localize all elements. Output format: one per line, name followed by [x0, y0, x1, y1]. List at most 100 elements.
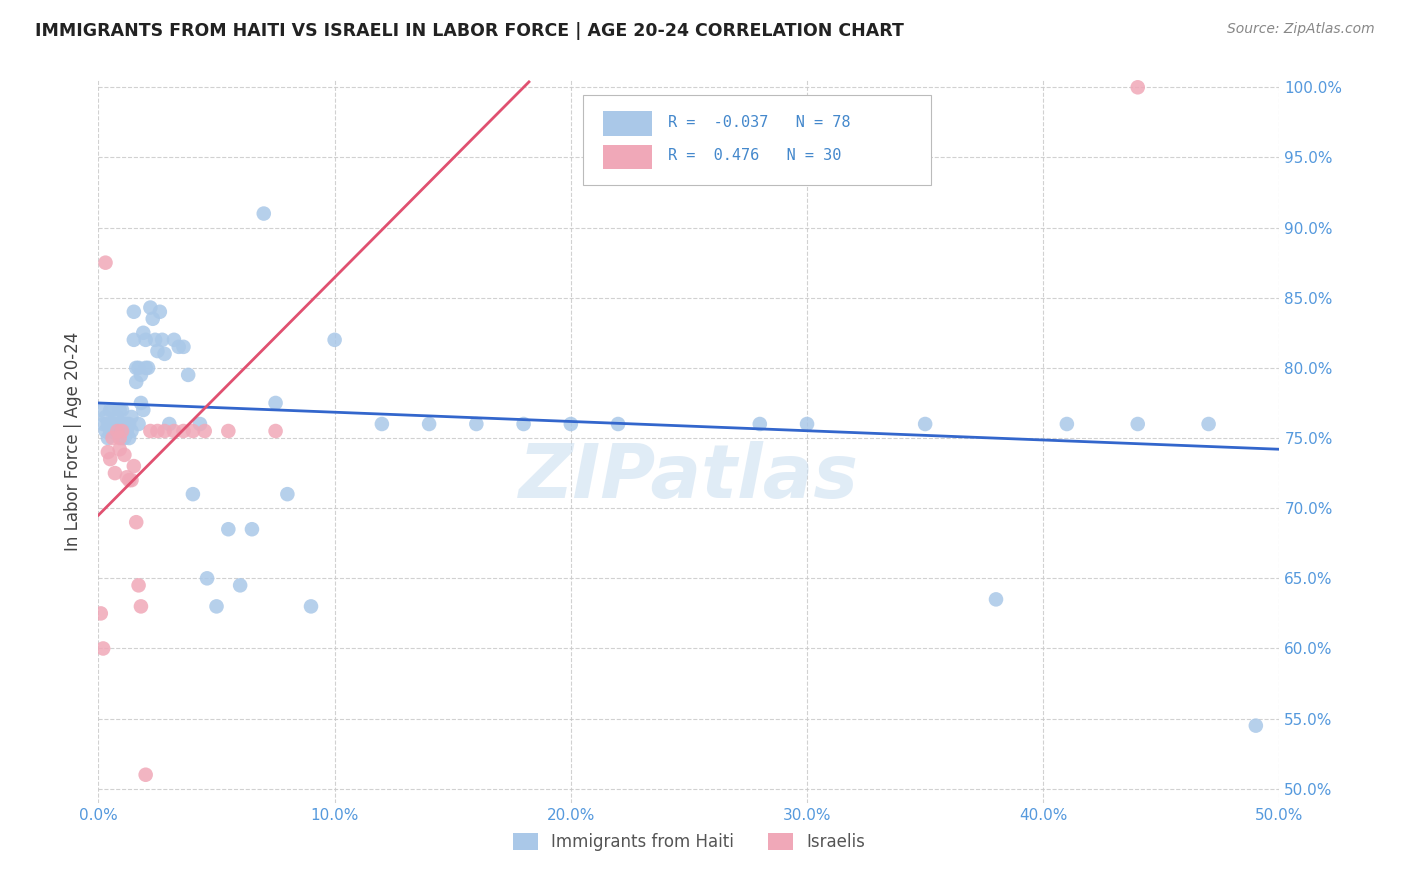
Point [371, 417, 394, 431]
Text: ZIPatlas: ZIPatlas [519, 442, 859, 514]
Point [97, 417, 120, 431]
Point [111, 403, 134, 417]
Point [142, 311, 165, 326]
Point [94, 424, 117, 438]
Text: R =  -0.037   N = 78: R = -0.037 N = 78 [668, 115, 851, 129]
Point [111, 424, 134, 438]
Point [98, 424, 121, 438]
Legend: Immigrants from Haiti, Israelis: Immigrants from Haiti, Israelis [505, 825, 873, 860]
Point [607, 417, 630, 431]
Point [149, 305, 172, 319]
Point [217, 424, 239, 438]
Point [108, 417, 131, 431]
Point [748, 417, 770, 431]
Point [98, 403, 121, 417]
Point [512, 417, 534, 431]
Point [167, 340, 190, 354]
Point [205, 599, 228, 614]
Point [118, 431, 141, 445]
Point [122, 333, 145, 347]
Point [1056, 417, 1078, 431]
Point [104, 424, 127, 438]
Point [125, 375, 148, 389]
Point [139, 424, 162, 438]
Point [104, 417, 127, 431]
Point [90, 607, 112, 621]
Point [1126, 80, 1149, 95]
Point [229, 578, 252, 592]
Point [121, 473, 143, 487]
Point [121, 424, 143, 438]
Point [153, 347, 176, 361]
Point [101, 403, 124, 417]
Point [299, 599, 322, 614]
Point [97, 445, 120, 459]
Point [94, 255, 117, 269]
Point [418, 417, 440, 431]
Point [264, 396, 287, 410]
Point [560, 417, 582, 431]
Point [135, 333, 157, 347]
Point [97, 431, 120, 445]
Point [91, 417, 114, 431]
Point [146, 424, 169, 438]
Point [111, 417, 134, 431]
Point [188, 417, 211, 431]
Point [101, 417, 124, 431]
Point [136, 360, 159, 375]
Point [143, 333, 166, 347]
Point [128, 360, 150, 375]
Point [153, 424, 176, 438]
Point [264, 424, 287, 438]
Y-axis label: In Labor Force | Age 20-24: In Labor Force | Age 20-24 [65, 332, 83, 551]
Point [105, 409, 128, 424]
Point [122, 305, 145, 319]
Point [121, 409, 143, 424]
Point [125, 515, 148, 529]
Point [253, 206, 276, 220]
Point [91, 641, 114, 656]
Point [105, 424, 128, 438]
Point [914, 417, 936, 431]
Point [122, 459, 145, 474]
Point [181, 424, 204, 438]
Point [112, 417, 135, 431]
Point [118, 417, 141, 431]
Point [323, 333, 346, 347]
Point [135, 360, 157, 375]
Point [217, 522, 239, 536]
Point [465, 417, 488, 431]
Point [90, 403, 112, 417]
Point [115, 470, 138, 484]
FancyBboxPatch shape [603, 145, 652, 169]
Point [125, 360, 148, 375]
Point [115, 417, 138, 431]
Point [128, 578, 150, 592]
Point [105, 424, 128, 438]
Point [132, 403, 155, 417]
Point [1126, 417, 1149, 431]
Point [1244, 718, 1267, 732]
Point [115, 424, 138, 438]
Text: Source: ZipAtlas.com: Source: ZipAtlas.com [1227, 22, 1375, 37]
Point [276, 487, 298, 501]
Point [98, 452, 121, 467]
Point [128, 417, 150, 431]
Point [172, 340, 194, 354]
Point [172, 424, 194, 438]
Point [129, 396, 152, 410]
Point [984, 592, 1007, 607]
Point [194, 424, 217, 438]
Point [163, 424, 186, 438]
Point [796, 417, 818, 431]
Point [146, 344, 169, 359]
Point [108, 442, 131, 457]
Point [129, 368, 152, 382]
Point [135, 768, 157, 782]
Point [240, 522, 263, 536]
Text: R =  0.476   N = 30: R = 0.476 N = 30 [668, 148, 841, 163]
Point [157, 417, 180, 431]
Point [132, 326, 155, 340]
Point [108, 403, 131, 417]
Point [111, 431, 134, 445]
